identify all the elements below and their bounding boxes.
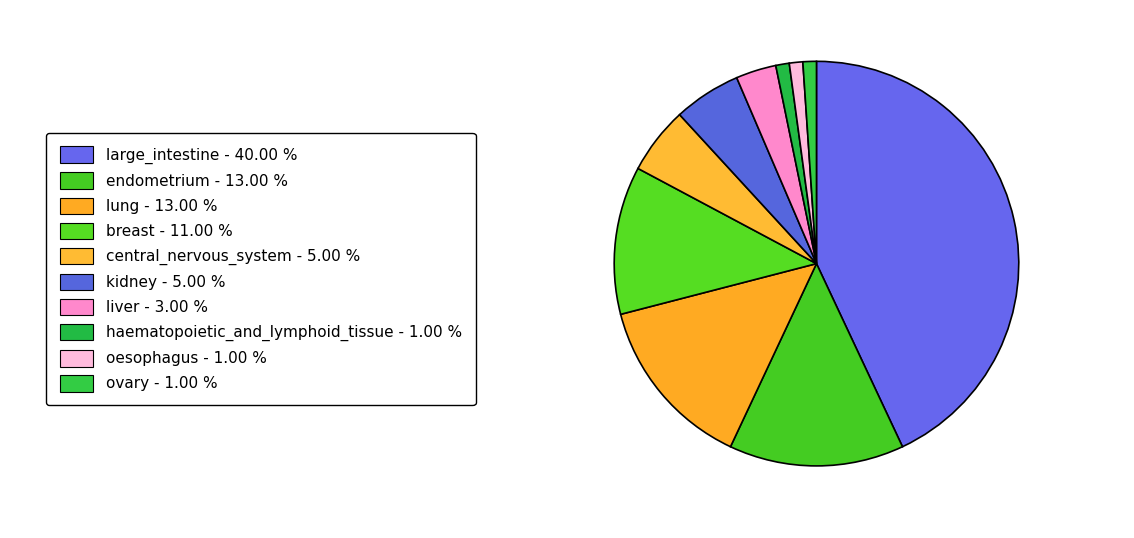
Legend: large_intestine - 40.00 %, endometrium - 13.00 %, lung - 13.00 %, breast - 11.00: large_intestine - 40.00 %, endometrium -… xyxy=(46,133,475,405)
Wedge shape xyxy=(679,77,816,264)
Wedge shape xyxy=(789,62,816,264)
Wedge shape xyxy=(737,66,816,264)
Wedge shape xyxy=(615,168,816,314)
Wedge shape xyxy=(776,63,816,264)
Wedge shape xyxy=(620,264,816,447)
Wedge shape xyxy=(816,61,1018,447)
Wedge shape xyxy=(803,61,816,264)
Wedge shape xyxy=(638,115,816,264)
Wedge shape xyxy=(730,264,903,466)
